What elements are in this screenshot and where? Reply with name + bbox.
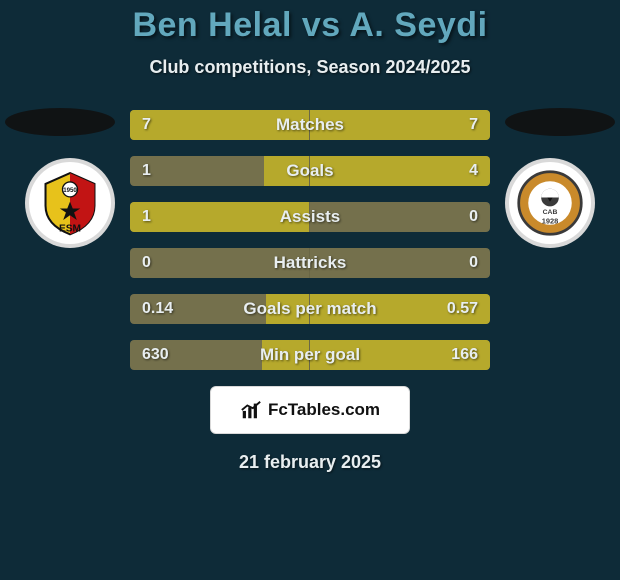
stat-half-right [310, 110, 490, 140]
stat-fill-right [310, 340, 490, 370]
stat-fill-left [262, 340, 309, 370]
stat-row: Assists10 [130, 202, 490, 232]
stat-row: Min per goal630166 [130, 340, 490, 370]
page-title: Ben Helal vs A. Seydi [0, 6, 620, 45]
stat-track [130, 202, 490, 232]
player-shadow-left [5, 108, 115, 136]
stat-track [130, 156, 490, 186]
snapshot-date: 21 february 2025 [0, 452, 620, 473]
stat-fill-left [264, 156, 309, 186]
svg-text:CAB: CAB [543, 209, 558, 216]
stat-row: Goals14 [130, 156, 490, 186]
stat-half-left [130, 340, 310, 370]
stat-row: Hattricks00 [130, 248, 490, 278]
club-badge-right: CAB 1928 [505, 158, 595, 248]
page-subtitle: Club competitions, Season 2024/2025 [0, 57, 620, 78]
stat-fill-left [266, 294, 309, 324]
chart-icon [240, 399, 262, 421]
club-crest-right-icon: CAB 1928 [516, 169, 584, 237]
svg-text:1950: 1950 [63, 187, 77, 194]
stat-fill-right [310, 294, 490, 324]
attribution-text: FcTables.com [268, 400, 380, 420]
svg-text:1928: 1928 [542, 216, 559, 225]
stat-track [130, 248, 490, 278]
stat-fill-right [310, 156, 490, 186]
stat-row: Matches77 [130, 110, 490, 140]
stat-fill-left [130, 202, 309, 232]
stat-half-right [310, 248, 490, 278]
stat-half-right [310, 340, 490, 370]
attribution-badge: FcTables.com [210, 386, 410, 434]
stat-fill-right [310, 110, 490, 140]
stat-half-left [130, 248, 310, 278]
stat-half-left [130, 294, 310, 324]
stat-row: Goals per match0.140.57 [130, 294, 490, 324]
stat-track [130, 110, 490, 140]
svg-text:ESM: ESM [59, 224, 81, 235]
stat-track [130, 340, 490, 370]
stage: 1950 ESM CAB 1928 Matches77 Goals14 Assist… [0, 108, 620, 473]
comparison-card: Ben Helal vs A. Seydi Club competitions,… [0, 0, 620, 580]
stat-track [130, 294, 490, 324]
stat-half-left [130, 110, 310, 140]
stat-half-left [130, 202, 310, 232]
player-shadow-right [505, 108, 615, 136]
club-badge-left: 1950 ESM [25, 158, 115, 248]
stat-half-right [310, 202, 490, 232]
stat-half-right [310, 294, 490, 324]
stat-half-left [130, 156, 310, 186]
club-crest-left-icon: 1950 ESM [36, 169, 104, 237]
stat-half-right [310, 156, 490, 186]
stat-bars: Matches77 Goals14 Assists10 Hattricks00 Goal… [130, 108, 490, 370]
stat-fill-left [130, 110, 309, 140]
